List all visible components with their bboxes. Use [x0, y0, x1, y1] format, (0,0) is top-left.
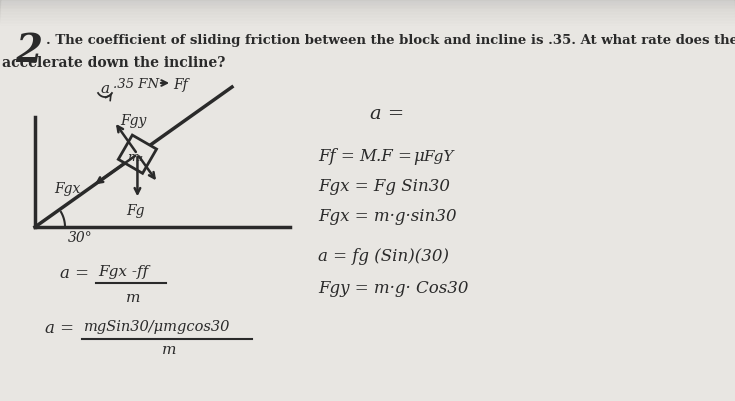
- Polygon shape: [118, 136, 157, 174]
- Bar: [0, 0, 735, 12]
- Bar: [0, 0, 735, 18]
- Text: 30°: 30°: [68, 231, 93, 244]
- Text: .35 FN: .35 FN: [113, 78, 159, 91]
- Bar: [0, 0, 735, 2]
- Bar: [0, 0, 735, 6]
- Text: Fgy = m·g· Cos30: Fgy = m·g· Cos30: [318, 279, 468, 296]
- Text: a =: a =: [370, 105, 404, 123]
- Text: Fgy: Fgy: [121, 113, 147, 127]
- Text: m: m: [126, 290, 140, 304]
- Text: mgSin30/μmgcos30: mgSin30/μmgcos30: [84, 319, 230, 333]
- Bar: [0, 0, 735, 8]
- Text: FgY: FgY: [423, 150, 453, 164]
- Text: Fgx -ff: Fgx -ff: [98, 264, 148, 278]
- Text: a: a: [101, 82, 110, 96]
- Bar: [0, 0, 735, 3]
- Text: m: m: [162, 342, 176, 356]
- Bar: [0, 0, 735, 4]
- Bar: [0, 0, 735, 27]
- Text: Fgx: Fgx: [54, 182, 81, 196]
- Bar: [0, 0, 735, 20]
- Text: Ff = M: Ff = M: [318, 148, 377, 164]
- Text: Fgx = m·g·sin30: Fgx = m·g·sin30: [318, 207, 456, 225]
- Text: . The coefficient of sliding friction between the block and incline is .35. At w: . The coefficient of sliding friction be…: [46, 34, 735, 47]
- Bar: [0, 0, 735, 15]
- Bar: [0, 0, 735, 25]
- Text: a =: a =: [60, 264, 94, 281]
- Text: accelerate down the incline?: accelerate down the incline?: [2, 56, 226, 70]
- Text: μ: μ: [413, 148, 424, 164]
- Bar: [0, 0, 735, 16]
- Text: Fg: Fg: [126, 204, 145, 218]
- Text: 2: 2: [15, 32, 42, 70]
- Bar: [0, 0, 735, 21]
- Bar: [0, 0, 735, 14]
- Bar: [0, 0, 735, 28]
- Bar: [0, 0, 735, 9]
- Text: Fgx = Fg Sin30: Fgx = Fg Sin30: [318, 178, 450, 194]
- Text: a =: a =: [45, 319, 79, 336]
- Text: a = fg (Sin)(30): a = fg (Sin)(30): [318, 247, 449, 264]
- Text: Ff: Ff: [173, 78, 187, 92]
- Bar: [0, 0, 735, 24]
- Bar: [0, 0, 735, 22]
- Bar: [0, 0, 735, 10]
- Text: .F =: .F =: [376, 148, 417, 164]
- Text: m₁: m₁: [127, 150, 144, 163]
